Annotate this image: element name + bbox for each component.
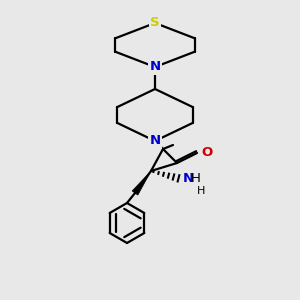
Text: H: H [191,172,201,184]
Text: N: N [149,61,161,74]
Text: H: H [197,186,206,196]
Text: N: N [183,172,194,184]
Text: N: N [149,134,161,148]
Polygon shape [132,171,151,195]
Text: O: O [201,146,212,158]
Text: S: S [150,16,160,29]
